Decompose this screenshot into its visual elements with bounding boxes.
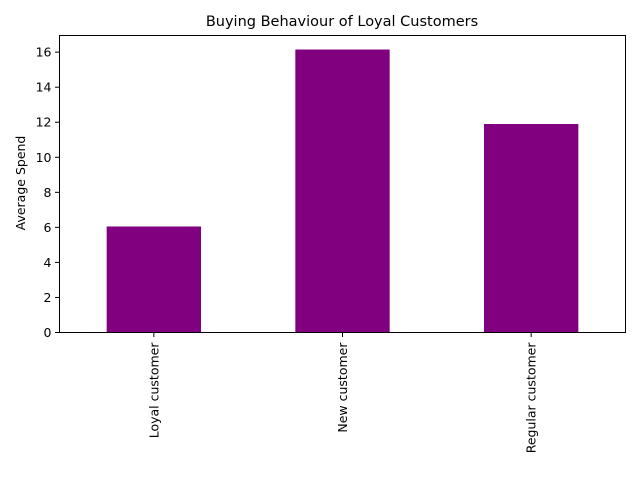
y-axis-ticks: 0 2 4 6 8 10 12 14 16 — [36, 45, 60, 340]
y-tick-label: 16 — [36, 45, 52, 60]
bars-group — [106, 49, 579, 333]
y-tick-label: 2 — [44, 290, 52, 305]
y-tick-label: 6 — [44, 220, 52, 235]
bar-loyal-customer — [106, 226, 201, 333]
y-tick-label: 12 — [36, 115, 52, 130]
bar-regular-customer — [484, 123, 579, 333]
x-tick-label: Regular customer — [524, 342, 539, 454]
plot-frame — [59, 35, 626, 333]
y-tick-label: 4 — [44, 255, 52, 270]
x-axis-ticks: Loyal customer New customer Regular custom… — [146, 332, 539, 454]
y-tick-label: 14 — [36, 80, 52, 95]
y-tick-label: 0 — [44, 325, 52, 340]
y-tick-label: 8 — [44, 185, 52, 200]
y-tick-label: 10 — [36, 150, 52, 165]
x-tick-label: Loyal customer — [146, 342, 161, 439]
bar-new-customer — [295, 49, 390, 333]
chart-title: Buying Behaviour of Loyal Customers — [206, 14, 478, 30]
x-tick-label: New customer — [335, 342, 350, 433]
y-axis-label: Average Spend — [13, 136, 28, 231]
